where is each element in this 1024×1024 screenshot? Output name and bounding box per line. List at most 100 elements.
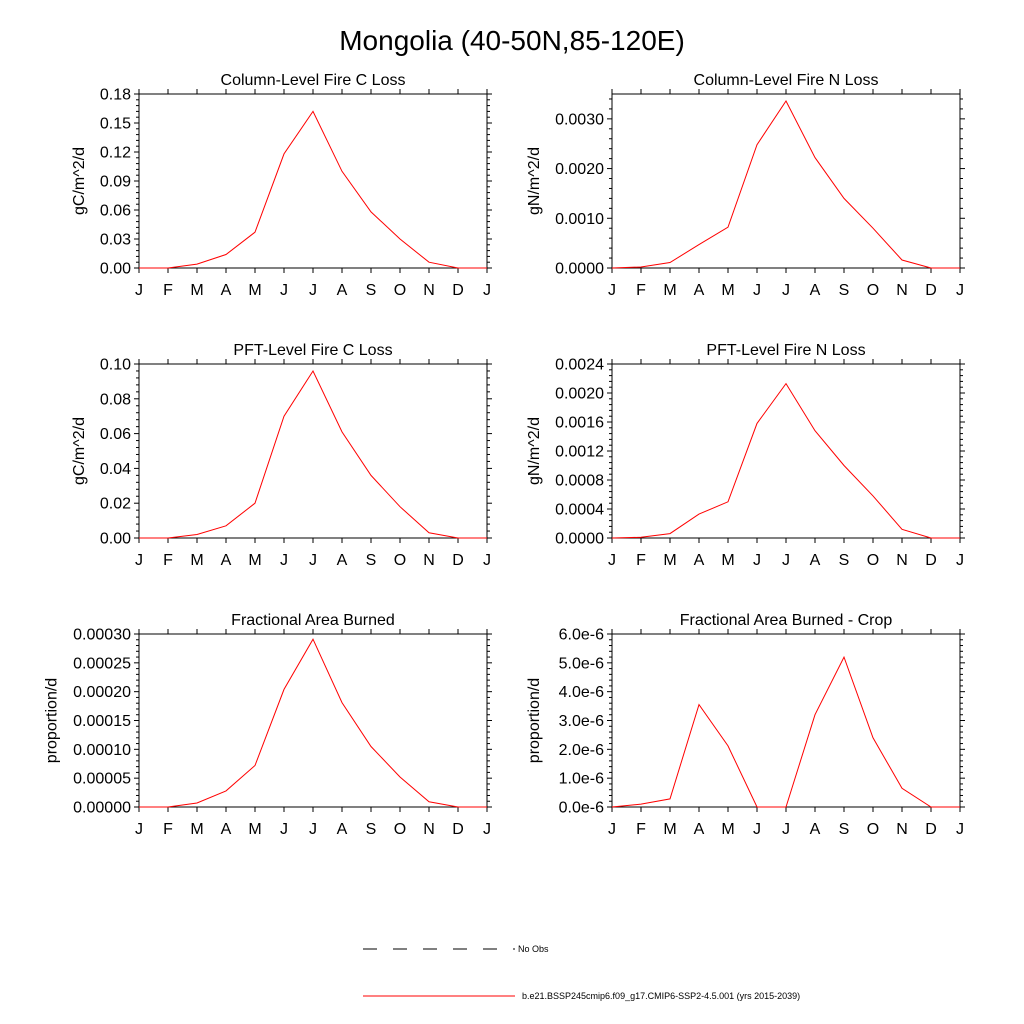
y-tick-label: 0.00015 xyxy=(73,713,131,730)
x-tick-label: N xyxy=(423,821,435,838)
y-tick-label: 0.06 xyxy=(100,426,131,443)
panel-title: Fractional Area Burned - Crop xyxy=(680,612,893,629)
x-tick-label: D xyxy=(925,821,937,838)
x-tick-label: J xyxy=(309,282,317,299)
plot-frame xyxy=(138,93,488,269)
y-tick-label: 0.00 xyxy=(100,531,131,548)
x-tick-label: A xyxy=(810,552,821,569)
y-tick-label: 0.00030 xyxy=(73,627,131,644)
y-tick-label: 0.00000 xyxy=(73,800,131,817)
series-line xyxy=(611,382,960,539)
y-tick-label: 0.00005 xyxy=(73,771,131,788)
x-tick-label: J xyxy=(753,821,761,838)
x-tick-label: S xyxy=(366,282,377,299)
x-tick-label: J xyxy=(309,821,317,838)
x-tick-label: M xyxy=(248,282,261,299)
y-tick-label: 0.10 xyxy=(100,357,131,374)
x-tick-label: A xyxy=(337,282,348,299)
x-tick-label: S xyxy=(839,282,850,299)
x-tick-label: M xyxy=(190,821,203,838)
y-axis-label: proportion/d xyxy=(44,678,61,763)
x-tick-label: N xyxy=(896,552,908,569)
x-tick-label: J xyxy=(280,282,288,299)
panel-5: Fractional Area Burned proportion/d 0.0000… xyxy=(44,612,492,838)
x-tick-label: J xyxy=(753,552,761,569)
x-tick-label: J xyxy=(608,282,616,299)
y-tick-label: 0.09 xyxy=(100,174,131,191)
x-tick-label: O xyxy=(867,552,879,569)
x-tick-label: A xyxy=(810,282,821,299)
panels: Column-Level Fire C Loss gC/m^2/d 0.00 0.03… xyxy=(44,72,965,838)
plot-frame xyxy=(138,363,488,539)
x-tick-label: S xyxy=(366,552,377,569)
x-tick-label: M xyxy=(721,282,734,299)
x-tick-label: O xyxy=(394,552,406,569)
x-tick-label: M xyxy=(663,552,676,569)
x-tick-label: O xyxy=(394,821,406,838)
y-tick-label: 0.06 xyxy=(100,203,131,220)
x-tick-label: F xyxy=(636,821,646,838)
x-tick-label: N xyxy=(896,282,908,299)
panel-6: Fractional Area Burned - Crop proportion/… xyxy=(526,612,965,838)
x-tick-label: J xyxy=(782,282,790,299)
x-tick-label: D xyxy=(925,282,937,299)
x-tick-label: O xyxy=(867,282,879,299)
x-tick-label: J xyxy=(135,282,143,299)
x-tick-label: F xyxy=(636,552,646,569)
x-tick-label: J xyxy=(608,552,616,569)
y-tick-label: 0.12 xyxy=(100,145,131,162)
y-axis-label: gC/m^2/d xyxy=(71,147,88,215)
x-tick-label: D xyxy=(452,552,464,569)
y-tick-label: 0.0010 xyxy=(555,211,604,228)
x-tick-label: J xyxy=(782,821,790,838)
x-tick-label: A xyxy=(221,282,232,299)
x-tick-label: D xyxy=(452,282,464,299)
x-tick-label: O xyxy=(867,821,879,838)
x-tick-label: F xyxy=(163,552,173,569)
series-line xyxy=(139,110,487,269)
x-tick-label: M xyxy=(190,282,203,299)
x-tick-label: J xyxy=(309,552,317,569)
x-tick-label: S xyxy=(839,821,850,838)
panel-title: PFT-Level Fire N Loss xyxy=(706,342,865,359)
panel-3: PFT-Level Fire C Loss gC/m^2/d 0.00 0.02 0.0… xyxy=(71,342,492,569)
x-tick-label: M xyxy=(248,552,261,569)
x-tick-label: A xyxy=(810,821,821,838)
x-tick-label: M xyxy=(663,282,676,299)
panel-1: Column-Level Fire C Loss gC/m^2/d 0.00 0.03… xyxy=(71,72,492,299)
x-tick-label: J xyxy=(782,552,790,569)
x-tick-label: D xyxy=(452,821,464,838)
y-tick-label: 0.0020 xyxy=(555,386,604,403)
x-tick-label: S xyxy=(839,552,850,569)
panel-title: Fractional Area Burned xyxy=(231,612,395,629)
x-tick-label: A xyxy=(694,552,705,569)
y-axis-label: proportion/d xyxy=(526,678,543,763)
x-tick-label: J xyxy=(280,552,288,569)
legend-no-obs-label: No Obs xyxy=(518,944,549,954)
series-line xyxy=(139,369,487,539)
y-tick-label: 0.0e-6 xyxy=(559,800,604,817)
legend: No Obs b.e21.BSSP245cmip6.f09_g17.CMIP6-… xyxy=(363,944,800,1001)
y-tick-label: 0.04 xyxy=(100,461,131,478)
x-tick-label: J xyxy=(135,821,143,838)
x-tick-label: N xyxy=(423,552,435,569)
x-tick-label: J xyxy=(483,821,491,838)
y-tick-label: 0.00025 xyxy=(73,655,131,672)
plot-frame xyxy=(611,93,961,269)
x-tick-label: J xyxy=(608,821,616,838)
x-tick-label: F xyxy=(163,282,173,299)
x-tick-label: J xyxy=(956,821,964,838)
y-tick-label: 0.0016 xyxy=(555,415,604,432)
y-axis-label: gC/m^2/d xyxy=(71,417,88,485)
y-tick-label: 0.18 xyxy=(100,87,131,104)
y-axis-label: gN/m^2/d xyxy=(526,147,543,215)
y-tick-label: 0.02 xyxy=(100,496,131,513)
x-tick-label: M xyxy=(248,821,261,838)
y-tick-label: 0.00020 xyxy=(73,684,131,701)
y-axis-label: gN/m^2/d xyxy=(526,417,543,485)
y-tick-label: 3.0e-6 xyxy=(559,713,604,730)
x-tick-label: J xyxy=(280,821,288,838)
panel-title: PFT-Level Fire C Loss xyxy=(233,342,392,359)
x-tick-label: M xyxy=(190,552,203,569)
